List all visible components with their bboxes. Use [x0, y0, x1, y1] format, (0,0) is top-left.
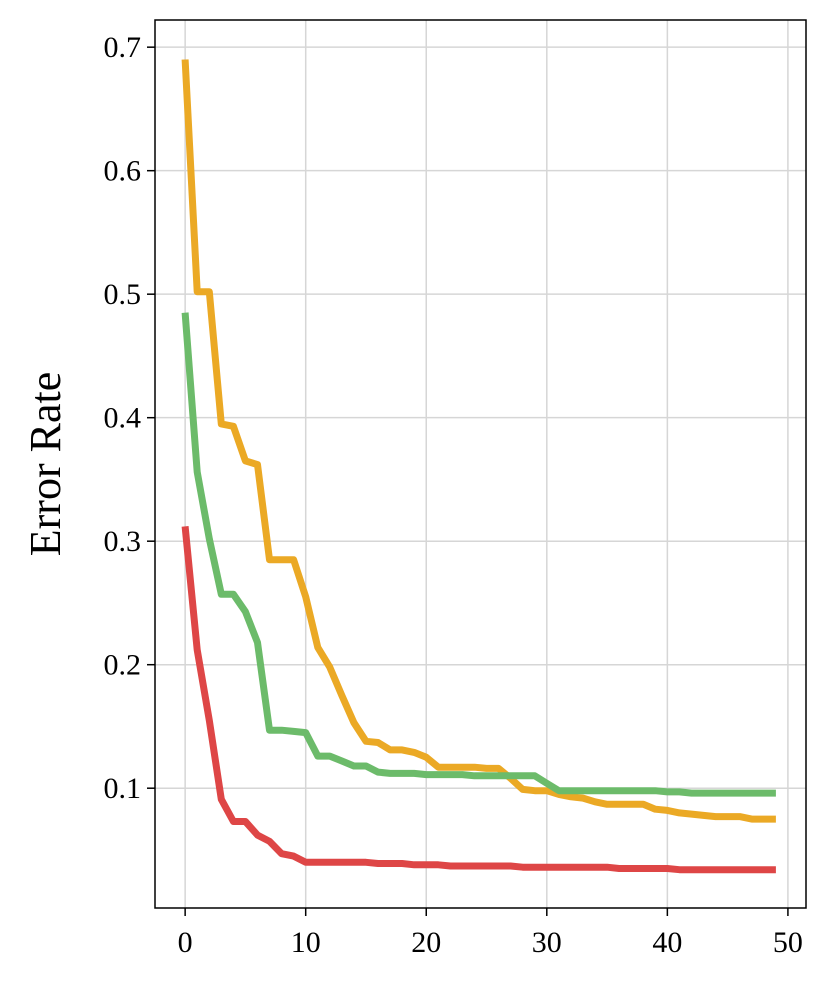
y-tick-label: 0.2 [104, 649, 142, 682]
series-line-1 [181, 59, 776, 823]
x-tick-label: 0 [178, 926, 193, 959]
y-tick-label: 0.1 [104, 772, 142, 805]
y-axis-title: Error Rate [21, 372, 70, 556]
y-tick-label: 0.6 [104, 155, 142, 188]
x-tick-label: 40 [652, 926, 682, 959]
x-tick-label: 50 [773, 926, 803, 959]
y-tick-label: 0.7 [104, 31, 142, 64]
series-line-2 [181, 312, 776, 797]
plot-frame [154, 19, 807, 909]
x-axis: 0 10 20 30 40 50 [178, 908, 803, 959]
x-tick-label: 20 [411, 926, 441, 959]
grid-lines [155, 20, 806, 908]
x-tick-label: 30 [532, 926, 562, 959]
x-tick-label: 10 [291, 926, 321, 959]
y-tick-label: 0.3 [104, 525, 142, 558]
y-tick-label: 0.5 [104, 278, 142, 311]
y-tick-label: 0.4 [104, 402, 142, 435]
series-layer [181, 59, 776, 874]
series-line-3 [181, 526, 776, 874]
y-axis: 0.1 0.2 0.3 0.4 0.5 0.6 0.7 [104, 31, 155, 805]
